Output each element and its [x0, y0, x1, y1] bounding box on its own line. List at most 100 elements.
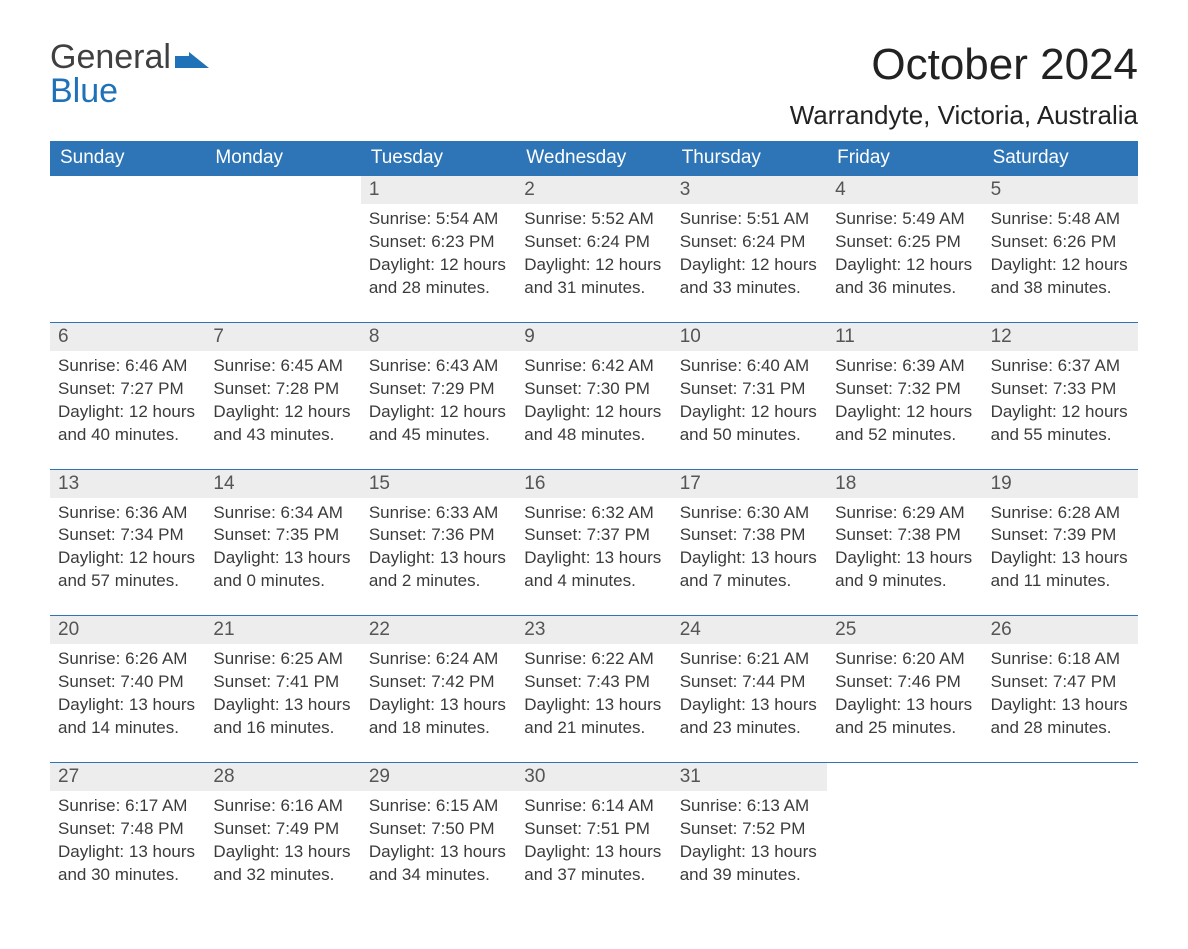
- day-details: Sunrise: 6:29 AMSunset: 7:38 PMDaylight:…: [827, 498, 982, 594]
- calendar-cell: 28Sunrise: 6:16 AMSunset: 7:49 PMDayligh…: [205, 762, 360, 909]
- calendar-cell-empty: [50, 175, 205, 322]
- calendar-cell: 6Sunrise: 6:46 AMSunset: 7:27 PMDaylight…: [50, 322, 205, 469]
- daylight-text: Daylight: 13 hours and 11 minutes.: [991, 547, 1130, 593]
- sunset-text: Sunset: 7:30 PM: [524, 378, 663, 401]
- daylight-text: Daylight: 12 hours and 50 minutes.: [680, 401, 819, 447]
- sunrise-text: Sunrise: 6:20 AM: [835, 648, 974, 671]
- logo: General Blue: [50, 40, 209, 108]
- day-details: Sunrise: 6:46 AMSunset: 7:27 PMDaylight:…: [50, 351, 205, 447]
- day-number: 14: [205, 470, 360, 498]
- sunset-text: Sunset: 7:44 PM: [680, 671, 819, 694]
- daylight-text: Daylight: 13 hours and 39 minutes.: [680, 841, 819, 887]
- calendar-cell: 23Sunrise: 6:22 AMSunset: 7:43 PMDayligh…: [516, 615, 671, 762]
- sunrise-text: Sunrise: 6:17 AM: [58, 795, 197, 818]
- sunrise-text: Sunrise: 6:43 AM: [369, 355, 508, 378]
- day-number: 7: [205, 323, 360, 351]
- day-details: Sunrise: 6:17 AMSunset: 7:48 PMDaylight:…: [50, 791, 205, 887]
- day-details: Sunrise: 5:48 AMSunset: 6:26 PMDaylight:…: [983, 204, 1138, 300]
- sunrise-text: Sunrise: 6:32 AM: [524, 502, 663, 525]
- day-number: 29: [361, 763, 516, 791]
- day-of-week-header: Tuesday: [361, 141, 516, 175]
- logo-mark-icon: [175, 40, 209, 74]
- sunset-text: Sunset: 7:36 PM: [369, 524, 508, 547]
- day-number: 20: [50, 616, 205, 644]
- day-details: Sunrise: 6:14 AMSunset: 7:51 PMDaylight:…: [516, 791, 671, 887]
- calendar-cell: 15Sunrise: 6:33 AMSunset: 7:36 PMDayligh…: [361, 469, 516, 616]
- sunrise-text: Sunrise: 6:14 AM: [524, 795, 663, 818]
- sunrise-text: Sunrise: 6:45 AM: [213, 355, 352, 378]
- daylight-text: Daylight: 13 hours and 14 minutes.: [58, 694, 197, 740]
- day-details: Sunrise: 6:43 AMSunset: 7:29 PMDaylight:…: [361, 351, 516, 447]
- calendar-cell: 31Sunrise: 6:13 AMSunset: 7:52 PMDayligh…: [672, 762, 827, 909]
- location-subtitle: Warrandyte, Victoria, Australia: [790, 100, 1138, 131]
- sunset-text: Sunset: 7:40 PM: [58, 671, 197, 694]
- day-number: 22: [361, 616, 516, 644]
- day-number: 23: [516, 616, 671, 644]
- day-number: 16: [516, 470, 671, 498]
- sunrise-text: Sunrise: 6:33 AM: [369, 502, 508, 525]
- day-number: 15: [361, 470, 516, 498]
- sunset-text: Sunset: 7:27 PM: [58, 378, 197, 401]
- day-details: Sunrise: 6:45 AMSunset: 7:28 PMDaylight:…: [205, 351, 360, 447]
- day-number: 24: [672, 616, 827, 644]
- sunrise-text: Sunrise: 6:22 AM: [524, 648, 663, 671]
- sunset-text: Sunset: 6:24 PM: [524, 231, 663, 254]
- daylight-text: Daylight: 12 hours and 36 minutes.: [835, 254, 974, 300]
- day-number: 30: [516, 763, 671, 791]
- sunset-text: Sunset: 7:33 PM: [991, 378, 1130, 401]
- day-of-week-header: Thursday: [672, 141, 827, 175]
- sunrise-text: Sunrise: 6:29 AM: [835, 502, 974, 525]
- daylight-text: Daylight: 13 hours and 30 minutes.: [58, 841, 197, 887]
- calendar-grid: SundayMondayTuesdayWednesdayThursdayFrid…: [50, 141, 1138, 909]
- daylight-text: Daylight: 12 hours and 40 minutes.: [58, 401, 197, 447]
- sunset-text: Sunset: 7:46 PM: [835, 671, 974, 694]
- sunrise-text: Sunrise: 6:28 AM: [991, 502, 1130, 525]
- day-details: Sunrise: 6:37 AMSunset: 7:33 PMDaylight:…: [983, 351, 1138, 447]
- day-details: Sunrise: 6:39 AMSunset: 7:32 PMDaylight:…: [827, 351, 982, 447]
- day-number: 9: [516, 323, 671, 351]
- calendar-cell: 20Sunrise: 6:26 AMSunset: 7:40 PMDayligh…: [50, 615, 205, 762]
- daylight-text: Daylight: 13 hours and 21 minutes.: [524, 694, 663, 740]
- calendar-cell: 26Sunrise: 6:18 AMSunset: 7:47 PMDayligh…: [983, 615, 1138, 762]
- daylight-text: Daylight: 13 hours and 34 minutes.: [369, 841, 508, 887]
- day-details: Sunrise: 6:34 AMSunset: 7:35 PMDaylight:…: [205, 498, 360, 594]
- day-number: 21: [205, 616, 360, 644]
- sunset-text: Sunset: 7:50 PM: [369, 818, 508, 841]
- calendar-cell: 14Sunrise: 6:34 AMSunset: 7:35 PMDayligh…: [205, 469, 360, 616]
- daylight-text: Daylight: 12 hours and 43 minutes.: [213, 401, 352, 447]
- sunrise-text: Sunrise: 6:15 AM: [369, 795, 508, 818]
- daylight-text: Daylight: 13 hours and 32 minutes.: [213, 841, 352, 887]
- sunset-text: Sunset: 7:52 PM: [680, 818, 819, 841]
- sunrise-text: Sunrise: 6:36 AM: [58, 502, 197, 525]
- header: General Blue October 2024 Warrandyte, Vi…: [50, 40, 1138, 141]
- day-of-week-header: Sunday: [50, 141, 205, 175]
- day-details: Sunrise: 6:13 AMSunset: 7:52 PMDaylight:…: [672, 791, 827, 887]
- sunset-text: Sunset: 7:51 PM: [524, 818, 663, 841]
- day-details: Sunrise: 6:42 AMSunset: 7:30 PMDaylight:…: [516, 351, 671, 447]
- day-details: Sunrise: 6:15 AMSunset: 7:50 PMDaylight:…: [361, 791, 516, 887]
- day-details: Sunrise: 6:18 AMSunset: 7:47 PMDaylight:…: [983, 644, 1138, 740]
- sunrise-text: Sunrise: 6:39 AM: [835, 355, 974, 378]
- daylight-text: Daylight: 13 hours and 23 minutes.: [680, 694, 819, 740]
- sunrise-text: Sunrise: 6:21 AM: [680, 648, 819, 671]
- calendar-cell: 3Sunrise: 5:51 AMSunset: 6:24 PMDaylight…: [672, 175, 827, 322]
- sunset-text: Sunset: 7:34 PM: [58, 524, 197, 547]
- sunrise-text: Sunrise: 5:52 AM: [524, 208, 663, 231]
- sunset-text: Sunset: 7:28 PM: [213, 378, 352, 401]
- calendar-cell: 30Sunrise: 6:14 AMSunset: 7:51 PMDayligh…: [516, 762, 671, 909]
- day-details: Sunrise: 6:30 AMSunset: 7:38 PMDaylight:…: [672, 498, 827, 594]
- calendar-cell: 18Sunrise: 6:29 AMSunset: 7:38 PMDayligh…: [827, 469, 982, 616]
- day-details: Sunrise: 6:20 AMSunset: 7:46 PMDaylight:…: [827, 644, 982, 740]
- calendar-cell: 1Sunrise: 5:54 AMSunset: 6:23 PMDaylight…: [361, 175, 516, 322]
- day-number: 6: [50, 323, 205, 351]
- day-details: Sunrise: 5:52 AMSunset: 6:24 PMDaylight:…: [516, 204, 671, 300]
- daylight-text: Daylight: 12 hours and 52 minutes.: [835, 401, 974, 447]
- day-number: 1: [361, 176, 516, 204]
- sunrise-text: Sunrise: 6:42 AM: [524, 355, 663, 378]
- day-details: Sunrise: 6:24 AMSunset: 7:42 PMDaylight:…: [361, 644, 516, 740]
- calendar-cell: 12Sunrise: 6:37 AMSunset: 7:33 PMDayligh…: [983, 322, 1138, 469]
- day-of-week-header: Wednesday: [516, 141, 671, 175]
- day-number: 4: [827, 176, 982, 204]
- sunset-text: Sunset: 7:48 PM: [58, 818, 197, 841]
- daylight-text: Daylight: 13 hours and 4 minutes.: [524, 547, 663, 593]
